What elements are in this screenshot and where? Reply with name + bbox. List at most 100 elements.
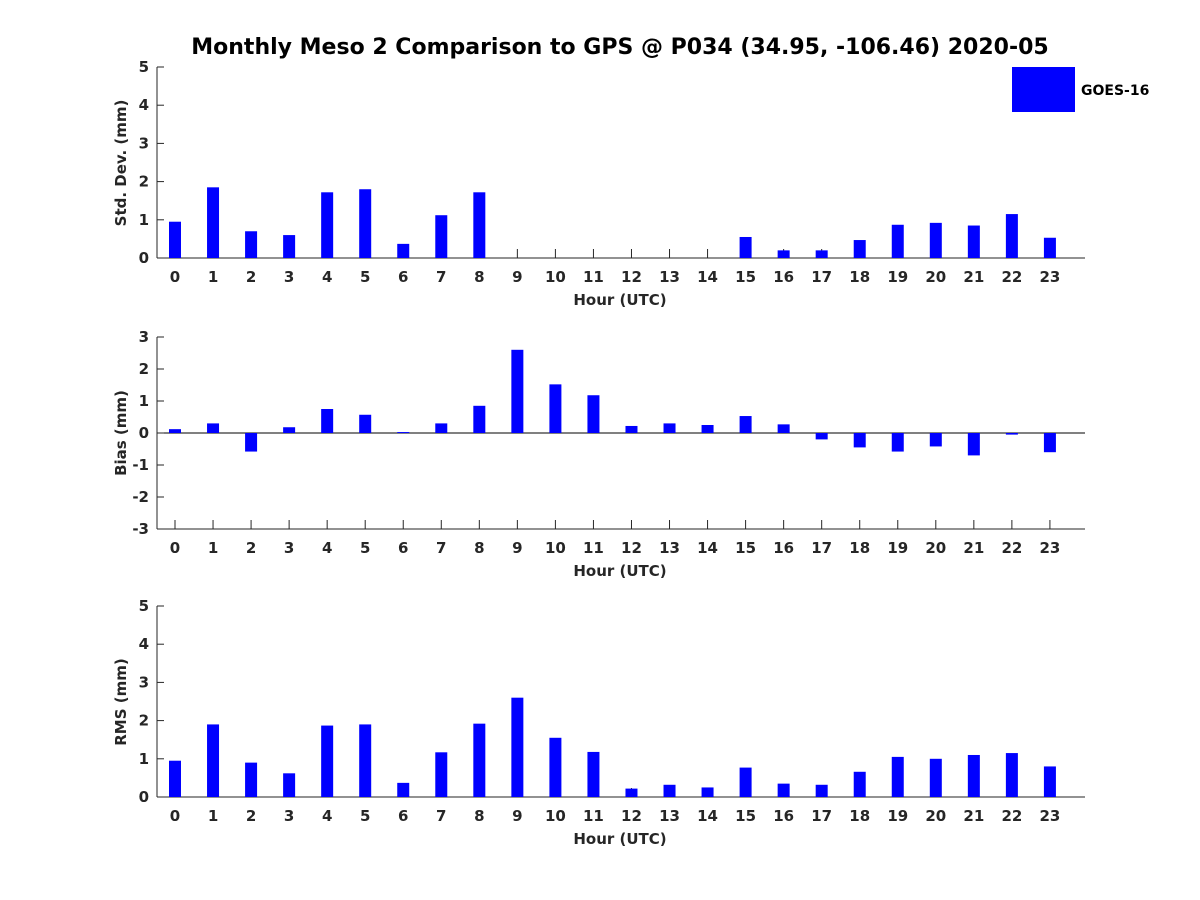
x-tick-label: 15: [735, 807, 756, 825]
x-tick-label: 14: [697, 268, 718, 286]
x-tick-label: 19: [887, 807, 908, 825]
x-tick-label: 2: [246, 807, 256, 825]
x-tick-label: 7: [436, 539, 446, 557]
y-tick-label: 0: [139, 424, 149, 442]
bar-hour-0: [169, 429, 181, 433]
bar-hour-1: [207, 423, 220, 433]
x-tick-label: 2: [246, 539, 256, 557]
x-tick-label: 7: [436, 268, 446, 286]
bar-hour-0: [169, 760, 181, 797]
x-axis-label: Hour (UTC): [573, 830, 666, 848]
y-tick-label: 5: [139, 58, 149, 76]
y-tick-label: 4: [139, 635, 149, 653]
bar-hour-7: [435, 423, 448, 433]
x-tick-label: 5: [360, 268, 370, 286]
x-axis-label: Hour (UTC): [573, 291, 666, 309]
y-axis-label: RMS (mm): [112, 658, 130, 745]
x-tick-label: 22: [1001, 268, 1022, 286]
bar-hour-5: [359, 189, 372, 258]
bar-hour-15: [739, 416, 752, 433]
bar-hour-13: [663, 423, 676, 433]
bar-hour-21: [967, 433, 980, 456]
x-tick-label: 1: [208, 539, 218, 557]
x-tick-label: 22: [1001, 539, 1022, 557]
bar-hour-0: [169, 221, 181, 258]
y-axis-label: Bias (mm): [112, 390, 130, 476]
x-tick-label: 1: [208, 268, 218, 286]
x-tick-label: 23: [1039, 807, 1060, 825]
bar-hour-15: [739, 236, 752, 258]
x-tick-label: 4: [322, 268, 332, 286]
y-tick-label: 1: [139, 392, 149, 410]
y-tick-label: 1: [139, 211, 149, 229]
x-tick-label: 15: [735, 268, 756, 286]
bar-hour-22: [1005, 753, 1018, 797]
bar-hour-22: [1005, 214, 1018, 258]
bar-hour-23: [1043, 237, 1056, 258]
x-tick-label: 6: [398, 807, 408, 825]
bar-hour-3: [283, 235, 296, 258]
x-tick-label: 4: [322, 539, 332, 557]
x-tick-label: 21: [963, 539, 984, 557]
x-tick-label: 21: [963, 807, 984, 825]
x-tick-label: 20: [925, 539, 946, 557]
bar-hour-21: [967, 225, 980, 258]
x-tick-label: 16: [773, 807, 794, 825]
x-tick-label: 12: [621, 539, 642, 557]
x-tick-label: 13: [659, 539, 680, 557]
bar-hour-6: [397, 782, 410, 797]
x-tick-label: 18: [849, 539, 870, 557]
bar-hour-12: [625, 788, 638, 797]
y-tick-label: 1: [139, 750, 149, 768]
x-tick-label: 12: [621, 807, 642, 825]
bar-hour-2: [245, 231, 258, 258]
bar-hour-22: [1005, 433, 1018, 435]
x-tick-label: 19: [887, 539, 908, 557]
y-axis-label: Std. Dev. (mm): [112, 100, 130, 227]
x-tick-label: 17: [811, 268, 832, 286]
legend-swatch-goes-16: [1012, 67, 1075, 112]
x-axis-label: Hour (UTC): [573, 562, 666, 580]
x-tick-label: 3: [284, 807, 294, 825]
y-tick-label: -1: [132, 456, 149, 474]
bar-hour-16: [777, 783, 790, 797]
y-tick-label: -3: [132, 520, 149, 538]
bar-hour-13: [663, 784, 676, 797]
bar-hour-16: [777, 250, 790, 258]
x-tick-label: 17: [811, 807, 832, 825]
x-tick-label: 19: [887, 268, 908, 286]
bar-hour-17: [815, 250, 828, 258]
x-tick-label: 6: [398, 539, 408, 557]
x-tick-label: 1: [208, 807, 218, 825]
x-tick-label: 9: [512, 539, 522, 557]
bar-hour-4: [321, 409, 334, 433]
x-tick-label: 7: [436, 807, 446, 825]
bar-hour-8: [473, 192, 486, 258]
x-tick-label: 18: [849, 807, 870, 825]
bar-hour-20: [929, 222, 942, 258]
bar-hour-17: [815, 784, 828, 797]
x-tick-label: 13: [659, 268, 680, 286]
bar-hour-14: [701, 425, 714, 433]
bar-hour-4: [321, 725, 334, 797]
x-tick-label: 13: [659, 807, 680, 825]
bar-hour-23: [1043, 433, 1056, 453]
y-tick-label: 0: [139, 249, 149, 267]
x-tick-label: 9: [512, 807, 522, 825]
x-tick-label: 5: [360, 539, 370, 557]
bar-hour-1: [207, 724, 220, 797]
chart-title: Monthly Meso 2 Comparison to GPS @ P034 …: [191, 35, 1048, 60]
bar-hour-2: [245, 433, 258, 452]
x-tick-label: 15: [735, 539, 756, 557]
x-tick-label: 8: [474, 807, 484, 825]
bar-hour-10: [549, 737, 562, 797]
bar-hour-3: [283, 427, 296, 433]
y-tick-label: 5: [139, 597, 149, 615]
y-tick-label: 3: [139, 328, 149, 346]
y-tick-label: 3: [139, 134, 149, 152]
bar-hour-9: [511, 349, 524, 433]
x-tick-label: 10: [545, 807, 566, 825]
x-tick-label: 8: [474, 539, 484, 557]
bar-hour-14: [701, 787, 714, 797]
